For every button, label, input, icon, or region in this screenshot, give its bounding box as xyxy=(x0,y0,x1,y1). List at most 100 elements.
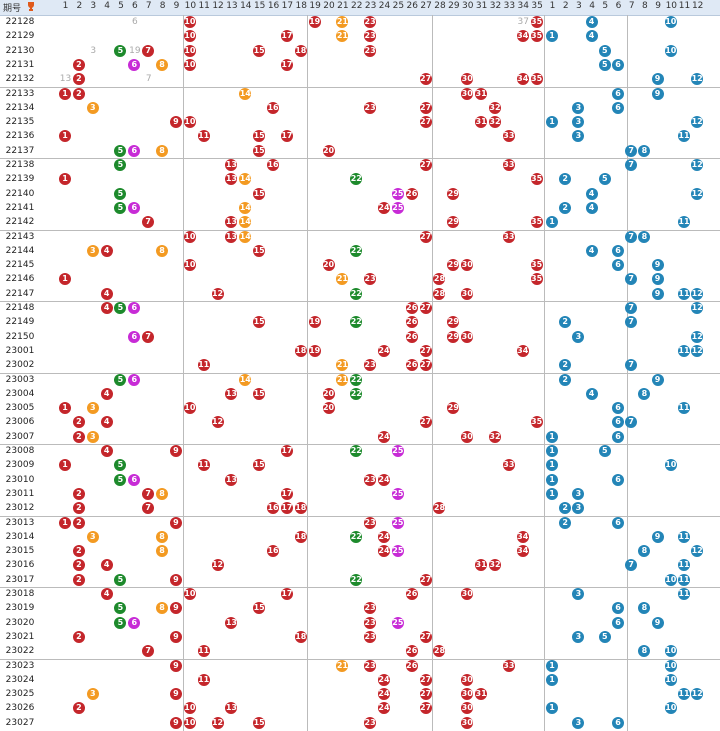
front-ball: 18 xyxy=(294,630,307,643)
front-ball: 1 xyxy=(59,173,71,186)
front-ball: 29 xyxy=(447,402,460,415)
sort-icon[interactable] xyxy=(27,2,35,11)
front-col-header: 9 xyxy=(173,1,180,11)
period-label: 22130 xyxy=(5,45,35,56)
front-ball: 23 xyxy=(364,516,377,529)
front-col-header: 11 xyxy=(198,1,210,11)
front-ball: 30 xyxy=(461,716,474,729)
front-ball: 8 xyxy=(156,602,169,615)
front-ball: 3 xyxy=(86,430,99,443)
back-ball: 9 xyxy=(651,287,664,300)
front-ball: 16 xyxy=(267,502,280,515)
back-col-header: 6 xyxy=(615,1,622,11)
back-ball: 9 xyxy=(651,73,664,86)
period-label: 22138 xyxy=(5,160,35,170)
front-ball: 32 xyxy=(488,430,501,443)
front-ball: 5 xyxy=(114,602,127,615)
front-ball: 30 xyxy=(461,87,474,100)
front-ball: 10 xyxy=(183,116,196,129)
front-ball: 29 xyxy=(447,216,460,229)
period-label: 23007 xyxy=(5,431,35,442)
back-ball: 2 xyxy=(559,502,572,515)
front-ball: 5 xyxy=(114,187,127,200)
front-col-header: 26 xyxy=(406,1,418,11)
front-ball: 2 xyxy=(72,573,85,586)
front-ball: 17 xyxy=(280,130,293,143)
period-label: 22148 xyxy=(5,303,35,313)
period-label: 23015 xyxy=(5,546,35,557)
front-ball: 15 xyxy=(253,144,266,157)
front-ball: 24 xyxy=(378,473,390,486)
front-col-header: 10 xyxy=(184,1,197,11)
back-col-header: 7 xyxy=(628,1,635,11)
period-label: 22132 xyxy=(5,74,35,85)
front-ball: 24 xyxy=(378,201,390,214)
front-ball: 22 xyxy=(350,387,363,400)
period-label: 23001 xyxy=(5,345,35,356)
back-ball: 4 xyxy=(585,244,598,257)
front-ball: 8 xyxy=(156,58,169,71)
back-ball: 5 xyxy=(598,173,611,186)
front-ball: 7 xyxy=(142,487,155,500)
back-ball: 10 xyxy=(664,459,677,472)
front-ball: 2 xyxy=(72,516,85,529)
back-ball: 1 xyxy=(546,430,558,443)
back-ball: 11 xyxy=(678,559,690,572)
back-ball: 11 xyxy=(678,344,690,357)
front-ball: 11 xyxy=(197,645,210,658)
front-ball: 24 xyxy=(378,530,390,543)
front-ball: 27 xyxy=(419,573,432,586)
front-ball: 8 xyxy=(156,487,169,500)
back-ball: 10 xyxy=(664,673,677,686)
front-ball: 35 xyxy=(530,173,543,186)
miss-count: 7 xyxy=(145,74,152,85)
group-separator xyxy=(0,658,720,660)
front-col-header: 22 xyxy=(351,1,363,11)
back-col-header: 1 xyxy=(549,1,556,11)
period-label: 23011 xyxy=(5,488,35,499)
front-ball: 7 xyxy=(142,502,155,515)
front-ball: 2 xyxy=(72,87,85,100)
front-ball: 23 xyxy=(364,359,377,372)
front-ball: 25 xyxy=(391,201,404,214)
front-ball: 8 xyxy=(156,244,169,257)
back-ball: 12 xyxy=(691,159,704,171)
back-ball: 5 xyxy=(598,630,611,643)
period-label: 23024 xyxy=(5,674,35,685)
front-ball: 19 xyxy=(308,16,321,28)
front-ball: 18 xyxy=(294,502,307,515)
front-ball: 31 xyxy=(475,688,488,701)
back-ball: 4 xyxy=(585,387,598,400)
period-label: 23023 xyxy=(5,660,35,671)
back-ball: 1 xyxy=(546,116,558,129)
front-ball: 15 xyxy=(253,459,266,472)
front-ball: 22 xyxy=(350,373,363,386)
front-ball: 2 xyxy=(72,73,85,86)
front-ball: 15 xyxy=(253,716,266,729)
front-ball: 15 xyxy=(253,387,266,400)
front-ball: 35 xyxy=(530,73,543,86)
back-ball: 12 xyxy=(691,302,704,314)
front-ball: 34 xyxy=(516,530,529,543)
front-ball: 23 xyxy=(364,616,377,629)
front-ball: 27 xyxy=(419,702,432,715)
period-label: 22135 xyxy=(5,117,35,128)
front-ball: 13 xyxy=(225,702,238,715)
back-col-header: 11 xyxy=(678,1,691,11)
period-label: 22146 xyxy=(5,274,35,285)
back-ball: 6 xyxy=(612,416,624,429)
front-ball: 31 xyxy=(475,116,488,129)
front-ball: 5 xyxy=(114,473,127,486)
front-ball: 13 xyxy=(225,230,238,243)
period-label: 23004 xyxy=(5,388,35,399)
front-col-header: 25 xyxy=(392,1,405,11)
back-ball: 8 xyxy=(638,602,651,615)
front-ball: 2 xyxy=(72,487,85,500)
back-ball: 3 xyxy=(572,502,585,515)
front-ball: 4 xyxy=(100,445,113,457)
back-ball: 6 xyxy=(612,244,624,257)
back-ball: 9 xyxy=(651,373,664,386)
front-ball: 22 xyxy=(350,445,363,457)
back-ball: 6 xyxy=(612,101,624,114)
front-ball: 35 xyxy=(530,416,543,429)
